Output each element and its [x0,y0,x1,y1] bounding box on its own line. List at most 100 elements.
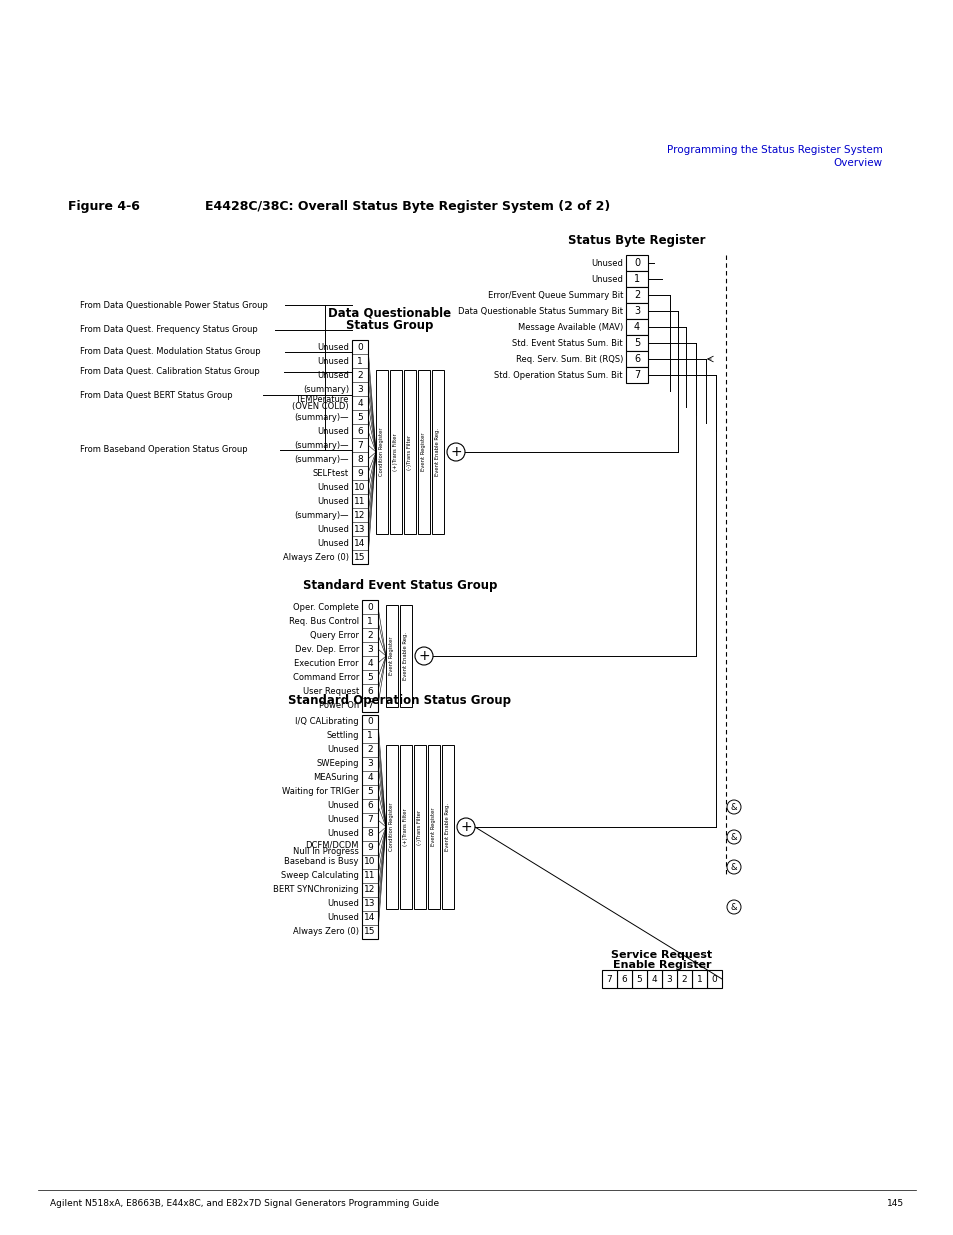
Bar [625,367,647,383]
Bar [625,287,647,303]
Text: 11: 11 [354,496,365,505]
Bar [625,303,647,319]
Text: (+)Trans Filter: (+)Trans Filter [403,808,408,846]
Text: (summary)—: (summary)— [294,441,349,450]
Text: TEMPerature: TEMPerature [295,395,349,405]
Text: 7: 7 [606,974,612,983]
Text: Data Questionable: Data Questionable [328,308,451,320]
Bar [399,745,412,909]
Text: 5: 5 [636,974,641,983]
Text: 1: 1 [356,357,362,366]
Text: 6: 6 [621,974,627,983]
Text: 8: 8 [356,454,362,463]
Text: (summary)—: (summary)— [294,454,349,463]
Bar [631,969,646,988]
Text: Overview: Overview [833,158,882,168]
Text: +: + [459,820,472,834]
Circle shape [456,818,475,836]
Text: Unused: Unused [591,274,622,284]
Circle shape [726,800,740,814]
Bar [390,370,401,534]
Bar [403,370,416,534]
Bar [352,340,368,564]
Text: 8: 8 [367,830,373,839]
Text: From Data Quest. Modulation Status Group: From Data Quest. Modulation Status Group [80,347,260,357]
Text: Figure 4-6: Figure 4-6 [68,200,140,212]
Bar [706,969,721,988]
Text: Settling: Settling [326,731,358,741]
Text: Null In Progress: Null In Progress [293,847,358,857]
Text: Standard Operation Status Group: Standard Operation Status Group [288,694,511,706]
Text: Agilent N518xA, E8663B, E44x8C, and E82x7D Signal Generators Programming Guide: Agilent N518xA, E8663B, E44x8C, and E82x… [50,1199,438,1209]
Text: Condition Register: Condition Register [379,427,384,477]
Text: SWEeping: SWEeping [316,760,358,768]
Text: DCFM/DCDM: DCFM/DCDM [305,841,358,850]
Text: Status Byte Register: Status Byte Register [568,233,705,247]
Text: 0: 0 [367,718,373,726]
Bar [677,969,691,988]
Text: Req. Serv. Sum. Bit (RQS): Req. Serv. Sum. Bit (RQS) [515,354,622,363]
Text: Command Error: Command Error [293,673,358,682]
Bar [386,745,397,909]
Text: 4: 4 [356,399,362,408]
Text: 6: 6 [356,426,362,436]
Text: (-)Trans Filter: (-)Trans Filter [407,435,412,469]
Text: Event Register: Event Register [431,808,436,846]
Bar [432,370,443,534]
Text: 2: 2 [356,370,362,379]
Text: 10: 10 [354,483,365,492]
Bar [361,715,377,939]
Text: MEASuring: MEASuring [314,773,358,783]
Text: 7: 7 [367,815,373,825]
Text: &: & [730,862,737,872]
Text: Event Enable Reg.: Event Enable Reg. [445,803,450,851]
Text: 5: 5 [633,338,639,348]
Text: Unused: Unused [327,899,358,909]
Text: 9: 9 [367,844,373,852]
Bar [661,969,677,988]
Text: 1: 1 [634,274,639,284]
Text: Power On: Power On [318,700,358,709]
Text: Status Group: Status Group [346,319,434,332]
Text: 3: 3 [356,384,362,394]
Text: User Request: User Request [302,687,358,695]
Text: Sweep Calculating: Sweep Calculating [281,872,358,881]
Bar [625,270,647,287]
Text: (summary): (summary) [302,384,349,394]
Text: BERT SYNChronizing: BERT SYNChronizing [274,885,358,894]
Text: (summary)—: (summary)— [294,510,349,520]
Text: 11: 11 [364,872,375,881]
Circle shape [726,830,740,844]
Text: 7: 7 [633,370,639,380]
Text: 4: 4 [634,322,639,332]
Text: Unused: Unused [316,342,349,352]
Text: Std. Event Status Sum. Bit: Std. Event Status Sum. Bit [512,338,622,347]
Text: Error/Event Queue Summary Bit: Error/Event Queue Summary Bit [487,290,622,300]
Text: 3: 3 [634,306,639,316]
Bar [601,969,617,988]
Bar [625,254,647,270]
Text: Event Register: Event Register [421,432,426,472]
Text: 6: 6 [634,354,639,364]
Text: Unused: Unused [316,370,349,379]
Text: 7: 7 [356,441,362,450]
Text: Programming the Status Register System: Programming the Status Register System [666,144,882,156]
Text: Condition Register: Condition Register [389,803,395,851]
Text: 0: 0 [634,258,639,268]
Text: Enable Register: Enable Register [612,960,711,969]
Text: From Data Quest. Calibration Status Group: From Data Quest. Calibration Status Grou… [80,368,259,377]
Text: 6: 6 [367,687,373,695]
Text: Event Enable Reg.: Event Enable Reg. [403,632,408,680]
Text: Req. Bus Control: Req. Bus Control [289,616,358,625]
Text: Unused: Unused [316,496,349,505]
Text: 0: 0 [711,974,717,983]
Text: Waiting for TRIGer: Waiting for TRIGer [281,788,358,797]
Text: 4: 4 [367,773,373,783]
Bar [625,335,647,351]
Text: Dev. Dep. Error: Dev. Dep. Error [294,645,358,653]
Text: 145: 145 [886,1199,903,1209]
Text: Data Questionable Status Summary Bit: Data Questionable Status Summary Bit [457,306,622,315]
Text: Baseband is Busy: Baseband is Busy [284,857,358,867]
Bar [361,600,377,713]
Text: E4428C/38C: Overall Status Byte Register System (2 of 2): E4428C/38C: Overall Status Byte Register… [205,200,610,212]
